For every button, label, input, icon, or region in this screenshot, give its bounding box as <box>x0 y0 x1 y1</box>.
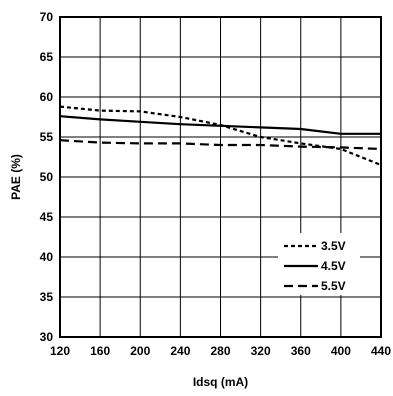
series-line-5.5V <box>59 139 382 151</box>
y-tick-label: 35 <box>40 290 54 304</box>
y-tick-labels: 30 35 40 45 50 55 60 65 70 <box>40 10 54 344</box>
y-tick-label: 40 <box>40 250 54 264</box>
plot-frame <box>59 16 382 338</box>
y-tick-label: 55 <box>40 130 54 144</box>
series-line-4.5V <box>59 115 381 135</box>
y-tick-label: 70 <box>40 10 54 24</box>
y-axis-label: PAE (%) <box>9 154 23 200</box>
legend-label: 3.5V <box>321 239 346 253</box>
x-tick-label: 120 <box>50 344 70 358</box>
y-tick-label: 50 <box>40 170 54 184</box>
series-group <box>59 105 382 167</box>
x-tick-labels: 120 160 200 240 280 320 360 400 440 <box>50 344 391 358</box>
x-axis-label: Idsq (mA) <box>193 375 248 389</box>
x-tick-label: 360 <box>291 344 311 358</box>
x-tick-label: 320 <box>251 344 271 358</box>
x-tick-label: 200 <box>130 344 150 358</box>
legend-label: 5.5V <box>321 279 346 293</box>
x-tick-label: 280 <box>210 344 230 358</box>
y-tick-label: 45 <box>40 210 54 224</box>
x-tick-label: 400 <box>331 344 351 358</box>
y-tick-label: 65 <box>40 50 54 64</box>
x-tick-label: 440 <box>371 344 391 358</box>
legend: 3.5V 4.5V 5.5V <box>278 233 360 295</box>
x-tick-label: 240 <box>170 344 190 358</box>
x-tick-label: 160 <box>90 344 110 358</box>
y-tick-label: 60 <box>40 90 54 104</box>
y-tick-label: 30 <box>40 330 54 344</box>
legend-label: 4.5V <box>321 259 346 273</box>
legend-background <box>278 233 360 295</box>
